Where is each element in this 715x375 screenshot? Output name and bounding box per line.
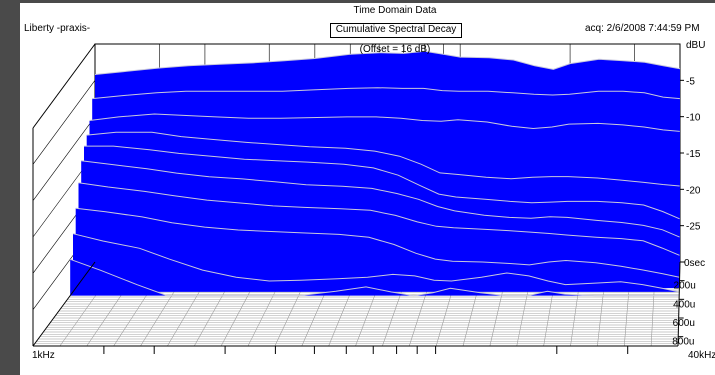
chart-title: Cumulative Spectral Decay: [335, 24, 457, 35]
acquisition-timestamp: acq: 2/6/2008 7:44:59 PM: [585, 23, 700, 34]
decay-slice-line-3: [86, 131, 680, 187]
time-tick-label-0: 0sec: [684, 258, 705, 269]
decay-slice-fill-7: [75, 208, 680, 289]
side-grid-line-0: [32, 80, 96, 165]
decay-slice-line-6: [78, 182, 680, 256]
time-tick-label-3: 600u: [673, 318, 695, 329]
time-tick-label-2: 400u: [673, 299, 695, 310]
time-tick-label-1: 200u: [674, 281, 696, 292]
decay-slice-line-5: [81, 160, 680, 238]
y-tick-label-3: -20: [686, 185, 701, 196]
y-tick-label-2: -15: [686, 149, 701, 160]
x-axis-min-label: 1kHz: [32, 350, 55, 361]
side-top-edge: [32, 43, 96, 129]
decay-slice-line-0: [94, 50, 681, 75]
decay-slice-line-1: [92, 87, 680, 100]
decay-slice-line-9: [70, 258, 680, 297]
y-tick-label-0: -5: [686, 76, 695, 87]
time-tick-label-4: 800u: [672, 337, 694, 348]
plot-subtitle: (Offset = 16 dB): [360, 44, 431, 55]
window-header: Time Domain Data: [353, 5, 437, 16]
decay-slice-line-2: [89, 113, 680, 132]
decay-slice-fill-9: [70, 259, 680, 296]
y-tick-label-4: -25: [686, 222, 701, 233]
y-tick-label-1: -10: [686, 113, 701, 124]
decay-surface: [70, 50, 681, 297]
axis-labels: (Offset = 16 dB) dBU 1kHz 40kHz -5 -10 -15…: [32, 40, 715, 361]
y-axis-unit: dBU: [686, 40, 705, 51]
decay-slice-line-4: [84, 145, 680, 220]
measurement-name: Liberty -praxis-: [24, 23, 91, 34]
side-grid-line-1: [32, 116, 96, 201]
plot-axes: [32, 43, 685, 354]
floor-left-edge: [32, 261, 96, 347]
floor-right-edge: [677, 261, 681, 347]
chart-title-box[interactable]: Cumulative Spectral Decay: [330, 23, 462, 38]
decay-slice-line-7: [75, 207, 680, 278]
decay-slice-line-8: [72, 233, 680, 293]
x-axis-max-label: 40kHz: [688, 350, 715, 361]
decay-slice-fill-8: [73, 233, 680, 292]
